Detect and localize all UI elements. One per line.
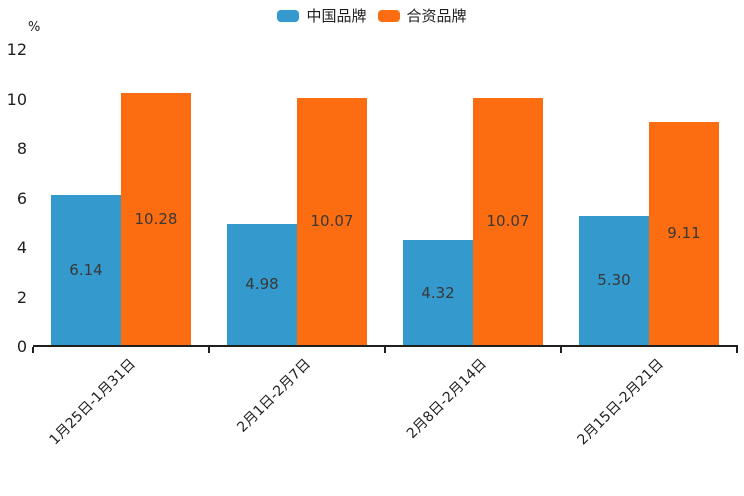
bar-value-label: 5.30 xyxy=(597,271,631,290)
y-axis-unit-label: % xyxy=(28,20,41,35)
x-axis-tick-mark xyxy=(560,347,562,353)
legend: 中国品牌 合资品牌 xyxy=(0,7,744,25)
x-axis-tick-mark xyxy=(32,347,34,353)
bar-china-2 xyxy=(403,240,473,345)
y-tick-label: 0 xyxy=(16,337,27,356)
bar-jv-1 xyxy=(297,97,367,345)
x-axis-tick-mark xyxy=(736,347,738,353)
y-tick-label: 4 xyxy=(16,238,27,257)
x-axis-tick-mark xyxy=(208,347,210,353)
bar-value-label: 10.28 xyxy=(134,209,178,228)
x-tick-label-text: 2月8日-2月14日 xyxy=(404,356,491,442)
x-axis-tick-mark xyxy=(384,347,386,353)
y-tick-label: 8 xyxy=(16,139,27,158)
bar-china-1 xyxy=(227,223,297,345)
bar-value-label: 10.07 xyxy=(310,212,354,231)
y-tick-label: 10 xyxy=(6,89,27,109)
y-tick-label: 12 xyxy=(6,40,27,59)
x-tick-label-text: 2月1日-2月7日 xyxy=(234,356,315,436)
legend-item-1: 合资品牌 xyxy=(377,7,467,25)
bar-jv-3 xyxy=(649,121,719,345)
y-tick-label: 6 xyxy=(16,188,27,208)
y-tick-label: 2 xyxy=(16,287,27,307)
bar-china-3 xyxy=(579,215,649,345)
bar-value-label: 4.98 xyxy=(245,275,279,294)
legend-label: 中国品牌 xyxy=(306,7,367,25)
bar-jv-2 xyxy=(473,97,543,345)
bar-value-label: 6.14 xyxy=(69,261,103,280)
bar-value-label: 9.11 xyxy=(667,224,701,243)
x-tick-label-text: 1月25日-1月31日 xyxy=(46,356,139,449)
legend-swatch-icon xyxy=(377,10,400,22)
bar-china-0 xyxy=(51,195,121,345)
legend-swatch-icon xyxy=(277,10,300,22)
legend-label: 合资品牌 xyxy=(406,7,467,25)
x-axis-line xyxy=(33,345,738,347)
bar-jv-0 xyxy=(121,92,191,345)
x-tick-label-text: 2月15日-2月21日 xyxy=(574,356,667,449)
bar-value-label: 4.32 xyxy=(421,283,455,302)
legend-item-0: 中国品牌 xyxy=(277,7,367,25)
bar-value-label: 10.07 xyxy=(486,212,530,231)
